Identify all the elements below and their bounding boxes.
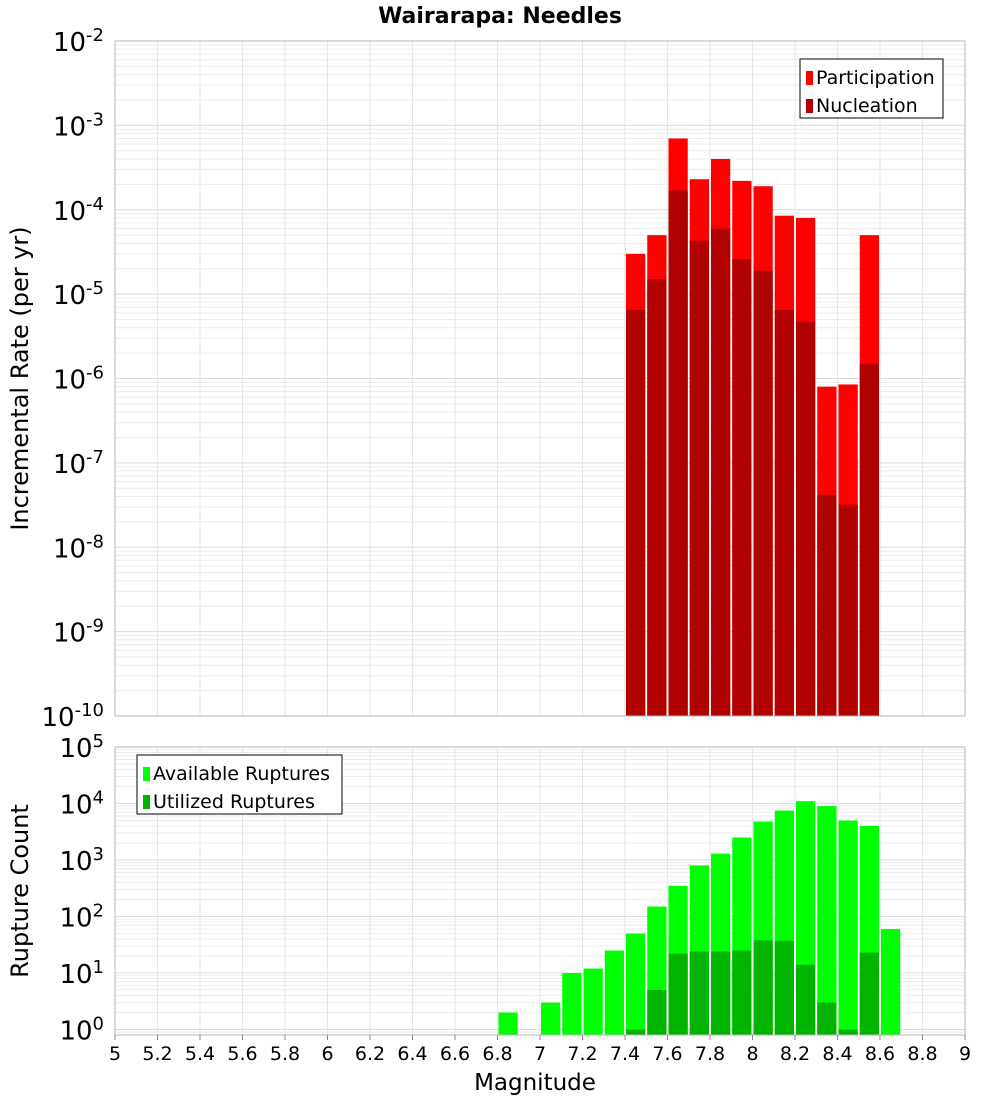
available-ruptures-bar (562, 973, 582, 1035)
available-ruptures-bar (817, 806, 837, 1035)
utilized-ruptures-bar (859, 952, 879, 1035)
y-tick-label: 10-3 (53, 109, 104, 142)
available-ruptures-bar (604, 950, 624, 1035)
nucleation-bar (711, 228, 731, 716)
y-tick-label: 10-9 (53, 616, 104, 649)
utilized-ruptures-bar (647, 990, 667, 1035)
y-tick-label: 104 (59, 788, 104, 821)
legend-swatch (806, 71, 813, 85)
utilized-ruptures-bar (711, 951, 731, 1035)
nucleation-bar (774, 309, 794, 716)
y-tick-label: 101 (59, 957, 104, 990)
y-axis-label: Rupture Count (6, 804, 34, 978)
x-tick-label: 5.6 (227, 1043, 257, 1065)
nucleation-bar (753, 270, 773, 716)
x-tick-label: 5.2 (142, 1043, 172, 1065)
utilized-ruptures-bar (668, 953, 688, 1035)
utilized-ruptures-bar (817, 1002, 837, 1035)
y-tick-label: 10-6 (53, 363, 104, 396)
utilized-ruptures-bar (774, 940, 794, 1035)
x-tick-label: 6.4 (397, 1043, 427, 1065)
nucleation-bar (668, 190, 688, 716)
x-tick-label: 6.8 (482, 1043, 512, 1065)
utilized-ruptures-bar (753, 940, 773, 1035)
y-axis-label: Incremental Rate (per yr) (6, 226, 34, 530)
available-ruptures-bar (541, 1002, 561, 1035)
x-tick-label: 6 (321, 1043, 333, 1065)
plot-frame (114, 40, 966, 717)
y-tick-label: 10-5 (53, 278, 104, 311)
x-tick-label: 8.4 (822, 1043, 852, 1065)
y-tick-label: 10-4 (53, 194, 104, 227)
legend-label: Available Ruptures (153, 763, 330, 785)
legend-label: Participation (816, 67, 935, 89)
nucleation-bar (859, 363, 879, 716)
legend-swatch (806, 99, 813, 113)
available-ruptures-bar (626, 933, 646, 1035)
y-tick-label: 10-8 (53, 531, 104, 564)
utilized-ruptures-bar (796, 964, 816, 1035)
x-tick-label: 5 (109, 1043, 121, 1065)
x-tick-label: 7.2 (567, 1043, 597, 1065)
legend-box (136, 754, 343, 815)
x-tick-label: 7.4 (610, 1043, 640, 1065)
x-tick-label: 7.8 (695, 1043, 725, 1065)
legend-label: Utilized Ruptures (153, 791, 315, 813)
utilized-ruptures-bar (838, 1029, 858, 1035)
available-ruptures-bar (498, 1012, 518, 1035)
nucleation-bar (732, 259, 752, 716)
x-tick-label: 9 (959, 1043, 971, 1065)
y-tick-label: 10-2 (53, 25, 104, 58)
nucleation-bar (626, 309, 646, 716)
utilized-ruptures-bar (732, 950, 752, 1035)
available-ruptures-bar (881, 929, 901, 1035)
y-tick-label: 10-10 (42, 700, 105, 733)
x-tick-label: 7.6 (652, 1043, 682, 1065)
x-tick-label: 8.6 (865, 1043, 895, 1065)
nucleation-bar (817, 494, 837, 716)
legend: Participation Nucleation (799, 58, 944, 119)
legend-box (799, 58, 944, 119)
legend-label: Nucleation (816, 95, 918, 117)
y-tick-label: 10-7 (53, 447, 104, 480)
nucleation-bar (838, 504, 858, 716)
y-tick-label: 103 (59, 844, 104, 877)
y-tick-label: 102 (59, 901, 104, 934)
x-tick-label: 8 (746, 1043, 758, 1065)
y-tick-label: 105 (59, 731, 104, 764)
nucleation-bar (647, 279, 667, 716)
legend-swatch (143, 767, 150, 781)
legend-swatch (143, 795, 150, 809)
x-tick-label: 5.4 (185, 1043, 215, 1065)
nucleation-bar (689, 240, 709, 717)
chart-title: Wairarapa: Needles (378, 4, 622, 29)
y-tick-label: 100 (59, 1014, 104, 1047)
nucleation-bar (796, 321, 816, 716)
utilized-ruptures-bar (689, 951, 709, 1035)
x-tick-label: 5.8 (270, 1043, 300, 1065)
x-tick-label: 6.6 (440, 1043, 470, 1065)
available-ruptures-bar (583, 968, 603, 1035)
utilized-ruptures-bar (626, 1029, 646, 1035)
bottom-panel: 105 104 103 102 101 100 Rupture Count Available… (6, 731, 971, 1096)
legend: Available Ruptures Utilized Ruptures (136, 754, 343, 815)
available-ruptures-bar (838, 820, 858, 1035)
x-tick-label: 8.8 (907, 1043, 937, 1065)
top-panel: 10-2 10-3 10-4 10-5 10-6 10-7 10-8 10-9 10-10 Inc… (6, 25, 966, 733)
x-tick-label: 8.2 (780, 1043, 810, 1065)
x-axis-label: Magnitude (474, 1070, 596, 1096)
x-tick-label: 7 (534, 1043, 546, 1065)
x-tick-label: 6.2 (355, 1043, 385, 1065)
